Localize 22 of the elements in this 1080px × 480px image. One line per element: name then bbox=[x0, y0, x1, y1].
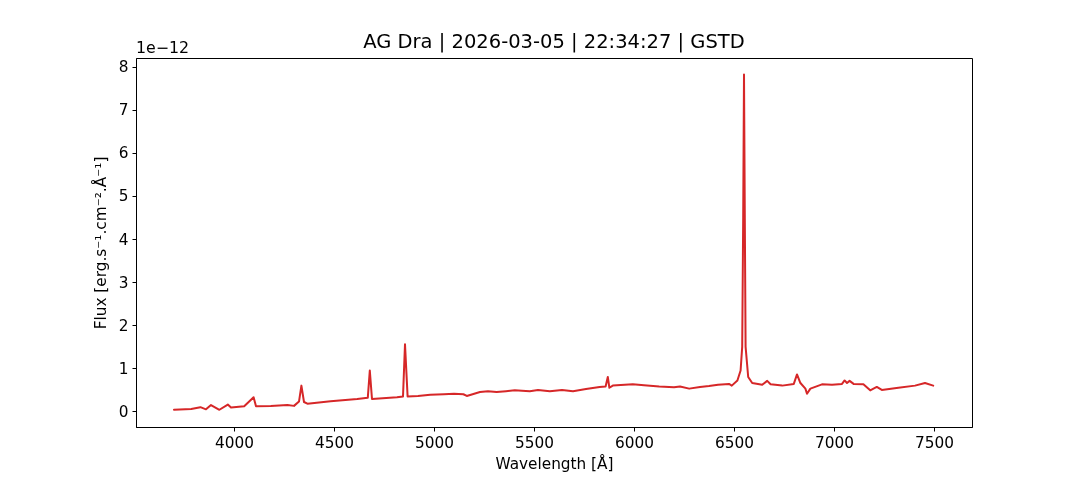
y-tick-label: 8 bbox=[118, 58, 129, 77]
x-tick-label: 4500 bbox=[315, 433, 354, 452]
y-tick-label: 0 bbox=[118, 402, 129, 421]
y-axis-title: Flux [erg.s⁻¹.cm⁻².Å⁻¹] bbox=[90, 156, 110, 330]
x-tick-label: 6500 bbox=[715, 433, 754, 452]
text: 1e−12 bbox=[136, 38, 190, 57]
x-tick-label: 6000 bbox=[615, 433, 654, 452]
x-tick-label: 4000 bbox=[215, 433, 254, 452]
x-tick-label: 5500 bbox=[515, 433, 554, 452]
y-tick-label: 6 bbox=[118, 144, 129, 163]
y-tick-label: 3 bbox=[118, 273, 129, 292]
x-tick-label: 5000 bbox=[415, 433, 454, 452]
line-series bbox=[173, 73, 935, 411]
y-tick-label: 7 bbox=[118, 101, 129, 120]
y-tick-label: 5 bbox=[118, 187, 129, 206]
y-tick-label: 2 bbox=[118, 316, 129, 335]
x-tick-label: 7000 bbox=[815, 433, 854, 452]
y-tick-label: 1 bbox=[118, 359, 129, 378]
x-axis-title: Wavelength [Å] bbox=[495, 453, 614, 473]
x-tick-label: 7500 bbox=[915, 433, 954, 452]
y-tick-label: 4 bbox=[118, 230, 129, 249]
chart-title: AG Dra | 2026-03-05 | 22:34:27 | GSTD bbox=[363, 29, 745, 53]
